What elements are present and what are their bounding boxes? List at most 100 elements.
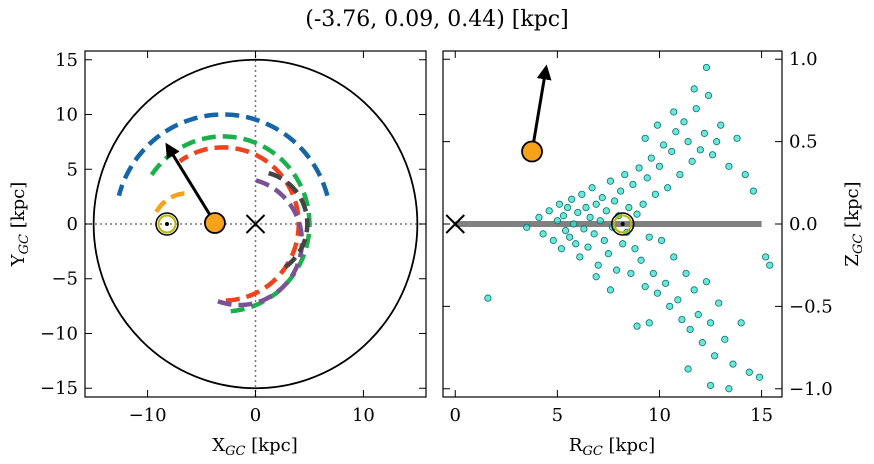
scatter-point [684,365,692,373]
scatter-point [594,261,602,269]
scatter-point [749,187,758,195]
scatter-point [574,208,582,217]
scatter-point [598,194,606,202]
scatter-point [715,299,723,307]
scatter-point [702,278,711,286]
left-series-group [116,112,330,314]
scatter-point [682,269,690,278]
scatter-point [586,213,594,222]
left-plot-area [85,51,426,397]
right-markers-group [445,64,635,236]
scatter-point [553,217,561,225]
x-tick-label: 10 [352,405,375,426]
scatter-point [557,245,566,253]
scatter-point [621,170,629,179]
scatter-point [766,261,774,269]
scatter-point [706,319,715,327]
scatter-point [678,315,686,324]
scatter-point [555,200,564,208]
right-y-axis-label: ZGC [kpc] [842,181,866,266]
scatter-point [741,170,749,179]
left-y-axis-label: YGC [kpc] [8,182,32,268]
scatter-point [729,360,737,368]
scatter-point [645,233,653,241]
scatter-point [694,311,702,319]
sun-marker-outer-ring [610,212,635,236]
scatter-point [635,164,643,172]
scatter-point [711,352,719,360]
scatter-point [641,283,649,291]
scatter-point [706,381,715,390]
scatter-point [713,138,721,146]
scatter-point [559,212,568,220]
scatter-point [696,146,704,154]
boundary-circle [92,58,419,390]
x-tick-label: 0 [450,405,461,426]
scatter-point [676,170,684,179]
scatter-point [568,195,576,203]
scatter-point [576,253,584,261]
scatter-point [690,85,698,93]
scatter-point [545,207,553,215]
scatter-point [659,141,668,149]
y-tick-label: 1.0 [789,49,818,70]
scatter-point [606,177,615,185]
scatter-point [702,63,711,72]
boundary-circle-group [92,58,419,390]
scatter-point [584,243,592,251]
right-ticks-group: 0 5 10 15 −1.0 −0.5 0.0 0.5 1.0 [443,49,833,426]
left-x-axis-label: XGC [kpc] [212,435,297,459]
scatter-point [674,296,682,304]
velocity-arrow [165,142,217,224]
orbit-series-1 [146,134,312,314]
scatter-point [684,138,692,146]
object-marker [204,212,226,234]
scatter-point [619,240,627,248]
scatter-point [653,289,662,297]
scatter-point [653,121,662,129]
scatter-point [717,121,725,129]
scatter-point [700,129,708,137]
scatter-point [563,203,572,212]
scatter-point [657,236,666,245]
y-tick-label: 5 [67,159,78,180]
orbit-series-2 [178,145,301,303]
x-tick-label: 5 [552,405,563,426]
object-marker [521,140,543,163]
scatter-point [629,180,637,189]
scatter-point [688,157,696,165]
scatter-point [535,213,543,222]
scatter-point [670,253,678,261]
scatter-point [633,322,641,330]
scatter-point [661,279,670,287]
sun-marker-outer-ring [155,212,179,236]
scatter-point [733,134,741,142]
scatter-point [721,335,729,343]
sun-marker-dot [620,222,625,226]
y-tick-label: 10 [55,105,78,126]
scatter-point [725,162,733,170]
scatter-point [570,220,578,228]
scatter-point [604,250,613,258]
y-tick-label: −0.5 [789,296,833,317]
y-tick-label: 15 [55,50,78,71]
right-plot-area [445,63,774,393]
left-ticks-group: −10 0 10 −15 −10 −5 0 5 10 15 [40,50,426,426]
scatter-point [666,302,674,310]
y-tick-label: 0.5 [789,132,818,153]
scatter-point [762,253,770,261]
figure-title: (-3.76, 0.09, 0.44) [kpc] [305,7,568,32]
scatter-point [647,154,655,162]
galactic-center-marker [245,214,266,234]
y-tick-label: 0.0 [789,214,818,235]
scatter-point [680,118,688,126]
x-tick-label: 15 [750,405,773,426]
scatter-point [737,319,745,327]
orbit-series-3 [151,191,185,218]
scatter-point [643,174,651,182]
scatter-point [649,269,657,278]
scatter-point [625,203,633,212]
scatter-point [523,223,531,231]
scatter-point [670,108,678,116]
